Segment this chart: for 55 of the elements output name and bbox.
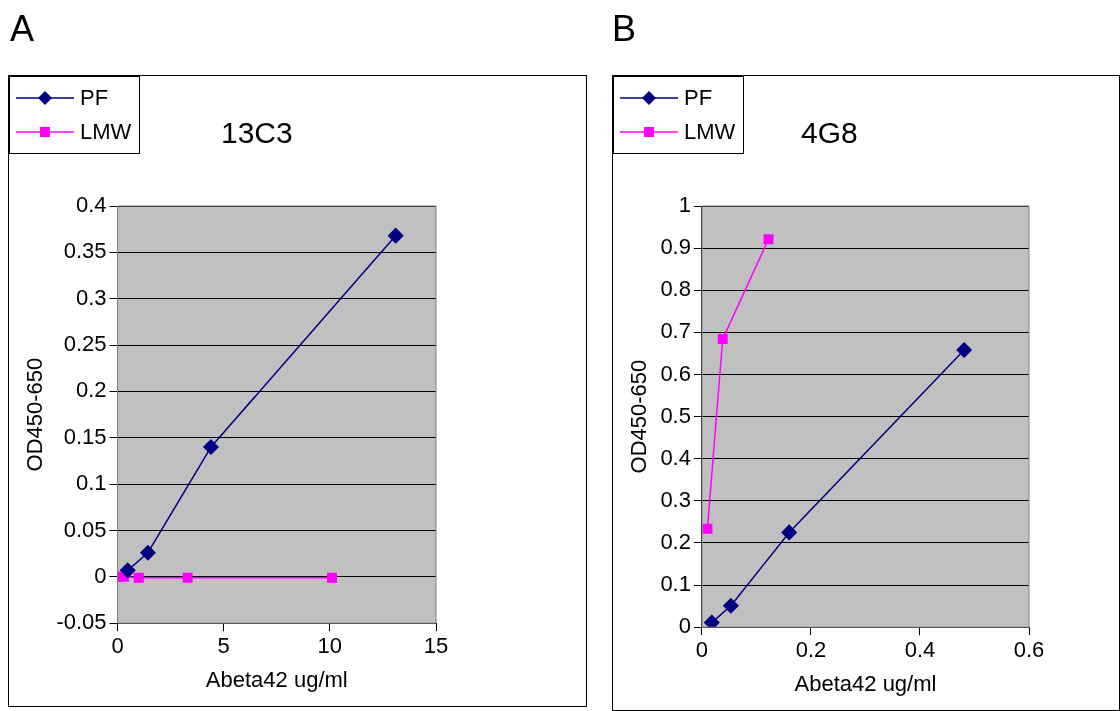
point — [387, 227, 404, 244]
x-axis-title: Abeta42 ug/ml — [205, 666, 348, 692]
point — [133, 572, 144, 583]
point — [956, 342, 972, 358]
x-tick-label: 0.4 — [904, 637, 936, 663]
y-tick-label: 0.1 — [75, 470, 107, 496]
y-tick-label: 0.8 — [660, 276, 691, 302]
point — [140, 544, 156, 561]
point — [326, 572, 337, 583]
chart-title: 4G8 — [801, 116, 858, 150]
chart-subtitle: B — [612, 8, 637, 50]
y-tick-label: 0.3 — [660, 486, 691, 512]
x-tick-label: 0.2 — [795, 637, 827, 663]
y-tick-label: 0.6 — [660, 360, 691, 386]
y-tick-label: 0.35 — [63, 238, 107, 264]
y-tick-label: 0 — [94, 562, 107, 588]
point — [704, 614, 720, 628]
y-tick-label: 0.4 — [75, 192, 107, 218]
legend-label: PF — [684, 85, 713, 111]
y-tick-label: 0.7 — [660, 318, 691, 344]
x-tick-label: 0 — [111, 633, 124, 659]
x-tick-label: 0.6 — [1013, 637, 1045, 663]
y-tick-label: 0.9 — [660, 234, 691, 260]
chart-title: 13C3 — [221, 116, 293, 150]
point — [119, 562, 136, 579]
y-tick-label: -0.05 — [56, 609, 107, 635]
chart-subtitle: A — [10, 8, 35, 50]
point — [203, 439, 219, 455]
y-tick-label: 0.5 — [660, 402, 691, 428]
point — [182, 572, 193, 583]
legend-label: LMW — [80, 119, 132, 145]
point — [717, 334, 728, 345]
point — [702, 523, 713, 534]
point — [723, 597, 739, 614]
y-axis-title: OD450-650 — [22, 357, 48, 472]
y-tick-label: 1 — [678, 192, 691, 218]
x-tick-label: 15 — [423, 633, 449, 659]
y-tick-label: 0.05 — [63, 516, 107, 542]
y-tick-label: 0.1 — [660, 571, 691, 597]
x-tick-label: 0 — [695, 637, 709, 663]
y-tick-label: 0.3 — [75, 284, 107, 310]
legend-label: PF — [80, 85, 109, 111]
y-tick-label: 0.4 — [660, 444, 691, 470]
point — [781, 524, 797, 541]
y-axis-title: OD450-650 — [626, 359, 652, 474]
y-tick-label: 0.2 — [660, 529, 691, 555]
x-tick-label: 10 — [317, 633, 343, 659]
point — [763, 234, 774, 245]
y-tick-label: 0.2 — [75, 377, 107, 403]
x-axis-title: Abeta42 ug/ml — [794, 670, 937, 696]
y-tick-label: 0 — [678, 613, 691, 639]
legend-label: LMW — [684, 119, 736, 145]
x-tick-label: 5 — [217, 633, 230, 659]
y-tick-label: 0.15 — [63, 423, 107, 449]
y-tick-label: 0.25 — [63, 331, 107, 357]
